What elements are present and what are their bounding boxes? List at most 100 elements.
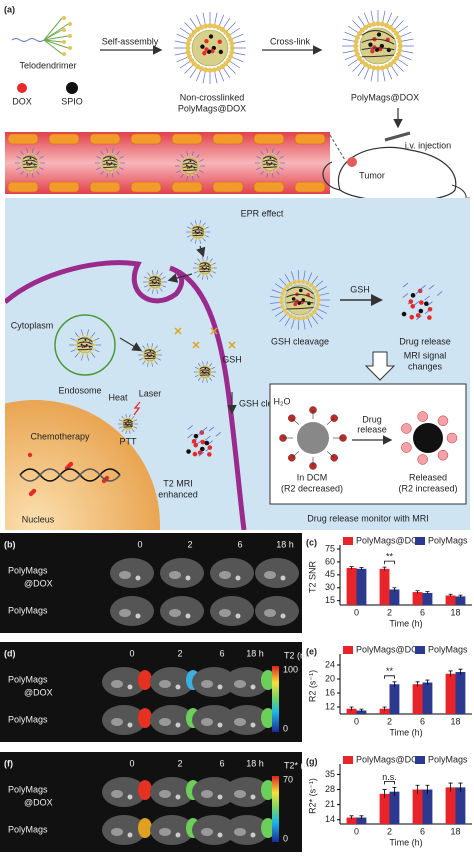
label: (R2 decreased) [281, 483, 343, 493]
syringe [384, 131, 411, 142]
dendron [197, 168, 200, 172]
dendron [314, 289, 319, 294]
label: Heat [108, 392, 128, 402]
crosslink [263, 159, 277, 163]
dendron-end [62, 16, 66, 20]
dox [147, 355, 149, 358]
dendron [100, 157, 103, 161]
significance-bracket [384, 560, 395, 565]
dendron [223, 29, 229, 35]
dendron [142, 350, 145, 353]
dendron [180, 160, 183, 164]
error-bar [382, 566, 387, 571]
dendron [354, 34, 360, 40]
dox [408, 299, 414, 304]
dox [81, 346, 84, 349]
dendron [106, 152, 109, 155]
dendron [198, 24, 204, 30]
dendron [153, 359, 156, 362]
y-tick-label: 45 [325, 569, 335, 579]
cell-membrane [5, 260, 247, 530]
mri-body [160, 558, 204, 588]
label: SPIO [61, 96, 83, 106]
label: PTT [120, 436, 138, 446]
dendron [379, 21, 385, 27]
crosslink [200, 374, 211, 376]
label: PolyMags@DOX [178, 103, 246, 113]
spio [151, 280, 154, 283]
arrow [167, 273, 193, 283]
fragment [428, 284, 435, 290]
time-label: 18 h [246, 758, 264, 768]
spio [25, 161, 28, 164]
dendron [26, 152, 29, 155]
spio [154, 277, 157, 279]
dendron-branch [43, 39, 63, 55]
dendron [185, 45, 191, 51]
bar [356, 710, 367, 714]
label: (R2 increased) [398, 483, 457, 493]
y-tick-label: 75 [325, 543, 335, 553]
water [446, 432, 458, 444]
crosslink [199, 366, 211, 371]
dendron [305, 314, 310, 320]
mri-organ [264, 609, 276, 617]
error-bar [349, 706, 354, 711]
mouse-body [337, 146, 457, 202]
crosslink [192, 232, 204, 234]
dendron [229, 41, 235, 47]
crosslink [286, 293, 314, 299]
label: T2 MRI [163, 478, 193, 488]
mri-body [150, 705, 194, 735]
dendron [38, 161, 41, 165]
mri-body [225, 667, 269, 697]
crosslink [77, 348, 93, 351]
crosslink [144, 357, 156, 360]
y-tick-label: 15 [325, 595, 335, 605]
dendron [397, 39, 403, 45]
dendron [103, 169, 106, 172]
dendron [219, 64, 225, 70]
time-label: 6 [219, 758, 224, 768]
legend-label: PolyMags [428, 754, 468, 764]
tumor-overlay [138, 780, 152, 800]
dendron [103, 154, 106, 157]
endothelial-cell [7, 181, 39, 193]
dendron [197, 270, 200, 273]
label: Drug release monitor with MRI [307, 513, 429, 523]
dendron [155, 273, 158, 276]
dox [193, 442, 198, 448]
label: Tumor [359, 170, 385, 180]
spio [84, 338, 87, 341]
dendron [228, 36, 234, 42]
dendron [114, 169, 117, 172]
dendron [384, 64, 390, 70]
dendron-end [68, 22, 72, 26]
bar [356, 568, 367, 605]
dendron [132, 425, 135, 428]
mri-body [110, 596, 154, 626]
tumor-overlay [261, 780, 275, 800]
mri-organ [219, 571, 231, 579]
dendron [147, 346, 150, 349]
mri-organ [159, 790, 171, 798]
dox [410, 303, 416, 309]
crosslink [123, 424, 133, 426]
mri-organ [159, 718, 171, 726]
spio [299, 288, 303, 293]
dendron [155, 357, 158, 360]
mri-body [192, 815, 236, 845]
dendron [292, 280, 297, 285]
dendron [142, 357, 145, 360]
fragment [402, 293, 409, 298]
crosslink [23, 166, 37, 168]
dendron [74, 348, 78, 351]
colorbar-title: T2 (ms) [284, 650, 315, 660]
row-label: PolyMags [8, 674, 48, 684]
error-bar [392, 786, 397, 796]
dox [293, 302, 298, 307]
dendron [391, 27, 397, 33]
spio [186, 449, 191, 454]
dendron [280, 291, 285, 296]
dendron [150, 361, 153, 364]
